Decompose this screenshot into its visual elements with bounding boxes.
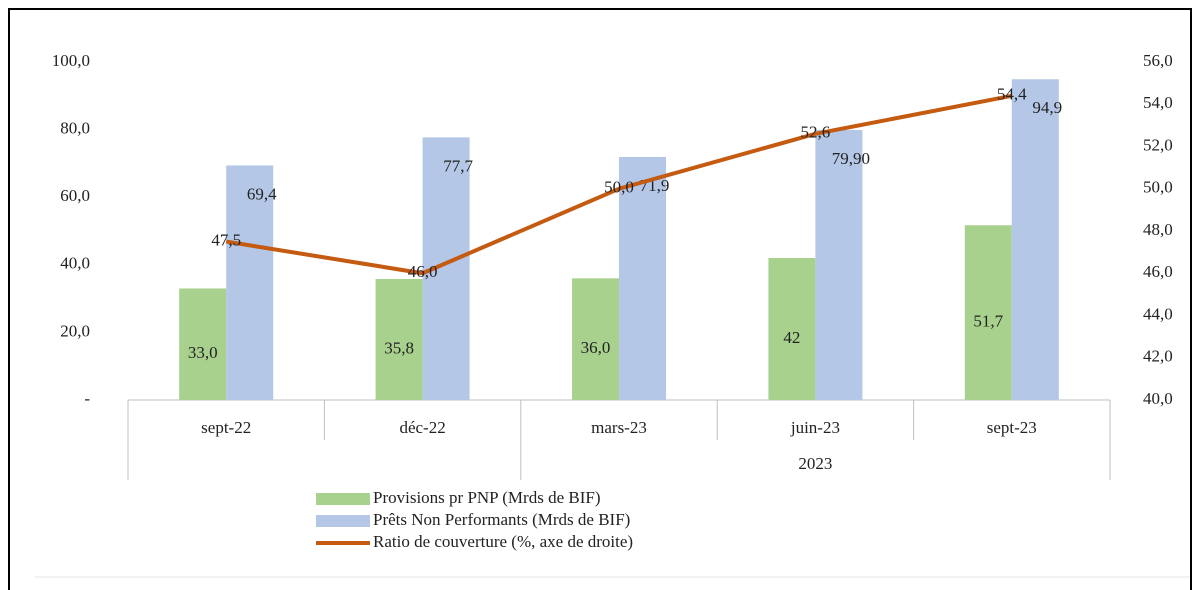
- y2-tick-label: 48,0: [1143, 220, 1173, 239]
- data-label: 46,0: [408, 262, 438, 281]
- y-tick-label: 80,0: [60, 119, 90, 138]
- bar: [815, 129, 863, 401]
- data-label: 51,7: [973, 312, 1003, 331]
- data-label: 35,8: [384, 338, 414, 357]
- bar: [1011, 79, 1059, 400]
- y2-tick-label: 40,0: [1143, 389, 1173, 408]
- x-tick-label: sept-22: [201, 418, 251, 437]
- data-label: 79,90: [832, 149, 870, 168]
- bar: [226, 165, 274, 400]
- y2-tick-label: 42,0: [1143, 347, 1173, 366]
- x-tick-label: sept-23: [987, 418, 1037, 437]
- data-label: 54,4: [997, 85, 1027, 104]
- data-label: 77,7: [443, 156, 473, 175]
- bar: [768, 258, 816, 400]
- bar: [375, 278, 423, 400]
- data-label: 33,0: [188, 343, 218, 362]
- y2-tick-label: 46,0: [1143, 262, 1173, 281]
- data-label: 69,4: [247, 184, 277, 203]
- frame: [8, 8, 1192, 590]
- group-label: 2023: [798, 454, 832, 473]
- y-tick-label: 100,0: [52, 51, 90, 70]
- legend-swatch: [316, 493, 370, 505]
- y2-tick-label: 54,0: [1143, 93, 1173, 112]
- bar: [619, 156, 666, 400]
- x-tick-label: déc-22: [399, 418, 445, 437]
- y-tick-label: 20,0: [60, 321, 90, 340]
- data-label: 47,5: [211, 230, 241, 249]
- bar: [179, 288, 227, 400]
- legend-swatch: [316, 515, 370, 527]
- y-tick-label: 60,0: [60, 186, 90, 205]
- bar: [964, 225, 1012, 400]
- data-label: 94,9: [1032, 98, 1062, 117]
- y2-tick-label: 50,0: [1143, 178, 1173, 197]
- data-label: 52,6: [801, 123, 831, 142]
- data-label: 42: [783, 328, 800, 347]
- legend-label: Ratio de couverture (%, axe de droite): [373, 532, 633, 551]
- y2-tick-label: 56,0: [1143, 51, 1173, 70]
- y2-tick-label: 52,0: [1143, 135, 1173, 154]
- y-tick-label: -: [84, 389, 90, 408]
- x-tick-label: juin-23: [790, 418, 840, 437]
- line: [225, 93, 1013, 276]
- bar: [572, 278, 619, 400]
- data-label: 36,0: [581, 338, 611, 357]
- legend-label: Prêts Non Performants (Mrds de BIF): [373, 510, 630, 529]
- data-label: 50,0: [604, 178, 634, 197]
- x-tick-label: mars-23: [591, 418, 647, 437]
- y-tick-label: 40,0: [60, 254, 90, 273]
- y2-tick-label: 44,0: [1143, 304, 1173, 323]
- legend-label: Provisions pr PNP (Mrds de BIF): [373, 488, 600, 507]
